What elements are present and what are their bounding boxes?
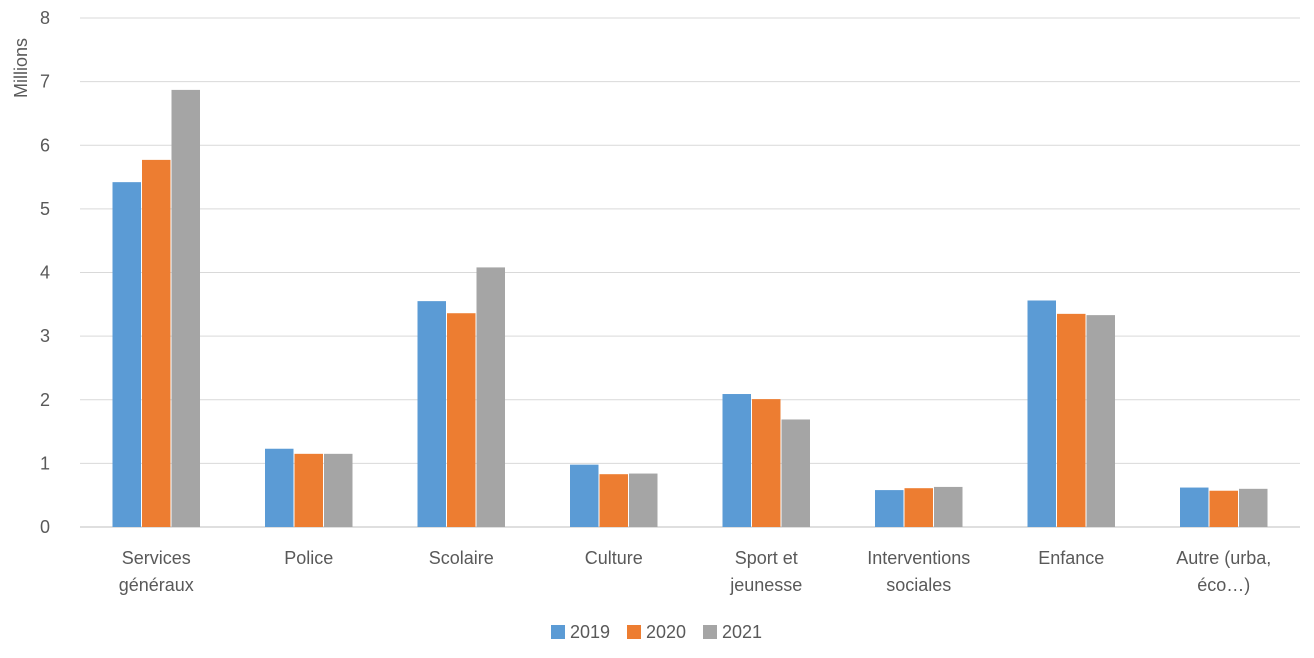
- y-tick-label: 0: [40, 517, 50, 537]
- x-category-label: Enfance: [1038, 548, 1104, 568]
- x-category-label: Sport et jeunesse: [729, 548, 802, 595]
- bar-2021-2: [476, 267, 505, 527]
- bars: [112, 89, 1268, 528]
- legend-label-2021: 2021: [722, 622, 762, 642]
- legend-label-2019: 2019: [570, 622, 610, 642]
- x-category-label: Autre (urba, éco…): [1176, 548, 1271, 595]
- legend-swatch-2020: [627, 625, 641, 639]
- bar-2020-2: [447, 313, 476, 527]
- bar-2020-1: [294, 453, 323, 527]
- bar-2020-6: [1057, 313, 1086, 527]
- bar-2021-0: [171, 89, 200, 528]
- bar-2019-5: [875, 490, 904, 527]
- bar-2020-4: [752, 399, 781, 527]
- y-tick-label: 6: [40, 135, 50, 155]
- bar-2019-7: [1180, 487, 1209, 527]
- y-tick-label: 4: [40, 263, 50, 283]
- y-tick-label: 1: [40, 453, 50, 473]
- bar-2020-5: [904, 488, 933, 527]
- legend-label-2020: 2020: [646, 622, 686, 642]
- bar-2020-3: [599, 474, 628, 527]
- bar-2021-1: [324, 453, 353, 527]
- legend: 2019 2020 2021: [551, 622, 762, 642]
- x-axis-categories: Services généraux Police Scolaire Culture Spo…: [119, 548, 1272, 595]
- y-axis-title: Millions: [11, 38, 31, 98]
- bar-2019-0: [112, 182, 141, 527]
- gridlines: [80, 17, 1300, 528]
- bar-2019-2: [417, 301, 446, 527]
- x-category-label: Services généraux: [119, 548, 194, 595]
- bar-2019-4: [722, 394, 751, 527]
- x-category-label: Culture: [585, 548, 643, 568]
- x-category-label: Police: [284, 548, 333, 568]
- x-category-label: Scolaire: [429, 548, 494, 568]
- bar-2019-6: [1027, 300, 1056, 527]
- y-tick-label: 7: [40, 72, 50, 92]
- bar-2020-0: [142, 159, 171, 528]
- y-tick-label: 2: [40, 390, 50, 410]
- x-category-label: Interventions sociales: [867, 548, 970, 595]
- bar-2019-3: [570, 464, 599, 527]
- y-tick-label: 5: [40, 199, 50, 219]
- y-tick-label: 8: [40, 8, 50, 28]
- bar-2021-6: [1086, 315, 1115, 527]
- bar-2021-5: [934, 486, 963, 527]
- bar-2021-7: [1239, 488, 1268, 527]
- legend-swatch-2021: [703, 625, 717, 639]
- y-axis-ticks: 0 1 2 3 4 5 6 7 8: [40, 8, 50, 537]
- legend-swatch-2019: [551, 625, 565, 639]
- bar-2021-4: [781, 419, 810, 527]
- bar-2019-1: [265, 448, 294, 527]
- y-tick-label: 3: [40, 326, 50, 346]
- bar-2020-7: [1209, 490, 1238, 527]
- bar-2021-3: [629, 473, 658, 527]
